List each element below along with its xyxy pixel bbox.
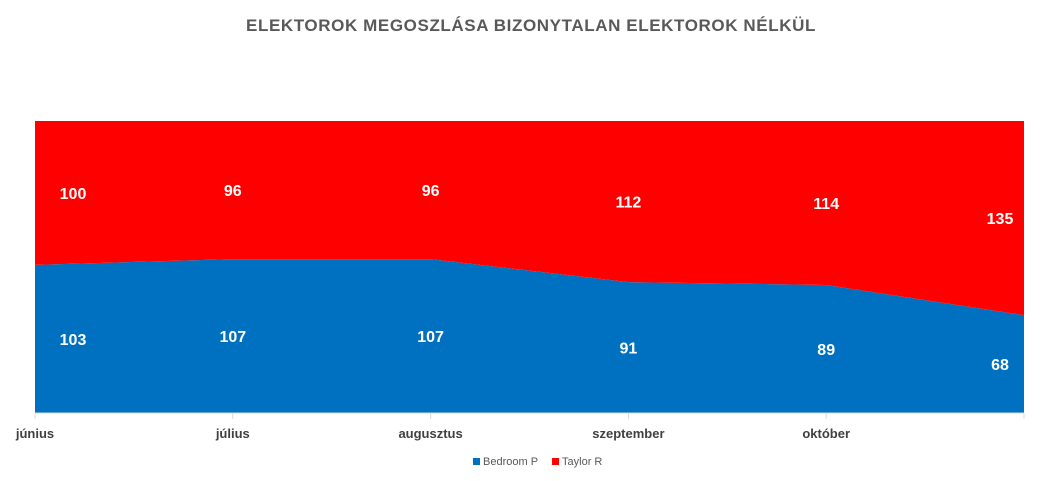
data-label-1-1: 96 [224, 183, 242, 200]
area-series-1 [35, 121, 1024, 316]
data-label-0-3: 91 [620, 341, 638, 358]
x-tick-label: június [15, 426, 54, 441]
x-axis: június július augusztus szeptember október [15, 412, 1025, 441]
legend-swatch-1 [552, 458, 560, 465]
legend-swatch-0 [473, 458, 480, 465]
data-label-1-3: 112 [615, 195, 641, 212]
x-tick-label: október [802, 426, 850, 441]
data-label-1-2: 96 [422, 183, 440, 200]
data-label-1-0: 100 [60, 186, 87, 203]
x-tick-label: augusztus [398, 426, 462, 441]
area-series-0 [35, 259, 1024, 413]
data-label-0-0: 103 [60, 332, 87, 349]
x-tick-label: szeptember [592, 426, 664, 441]
chart-title: ELEKTOROK MEGOSZLÁSA BIZONYTALAN ELEKTOR… [246, 16, 816, 35]
data-label-0-1: 107 [219, 329, 246, 346]
data-label-0-5: 68 [991, 357, 1009, 374]
data-label-1-4: 114 [813, 196, 839, 213]
data-label-0-4: 89 [817, 342, 835, 359]
legend: Bedroom P Taylor R [473, 456, 602, 468]
x-tick-label: július [215, 426, 250, 441]
data-label-0-2: 107 [417, 329, 444, 346]
legend-label-0: Bedroom P [483, 456, 538, 468]
chart-areas [35, 121, 1024, 413]
data-labels: 103 107 107 91 89 68 100 96 96 112 114 135 [60, 183, 1014, 374]
legend-label-1: Taylor R [562, 456, 602, 468]
data-label-1-5: 135 [987, 211, 1014, 228]
